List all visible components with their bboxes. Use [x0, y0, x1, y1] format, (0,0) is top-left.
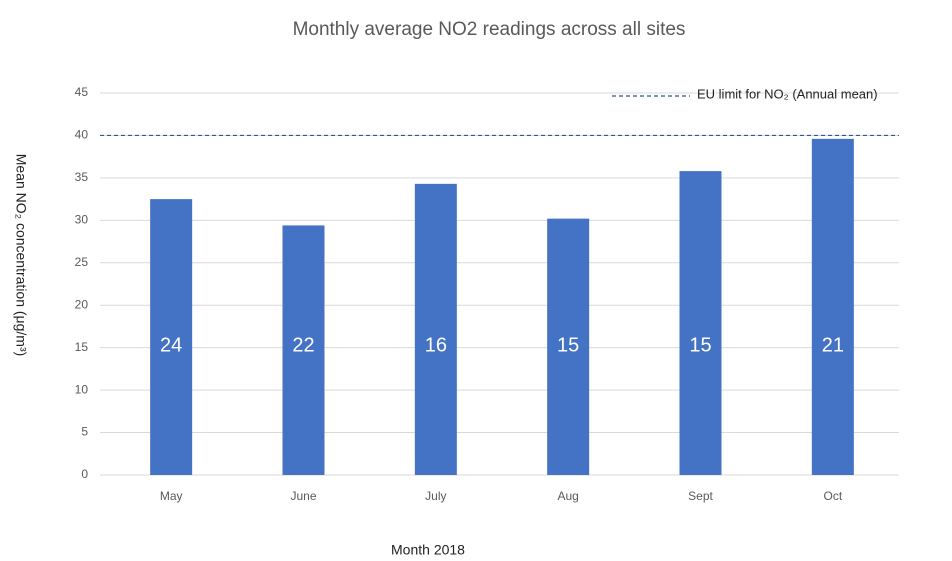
bar-label: 15 [557, 334, 579, 356]
bar [811, 138, 854, 475]
y-tick-label: 45 [75, 85, 89, 99]
y-tick-label: 5 [81, 425, 88, 439]
y-axis-title: Mean NO₂ concentration (μg/m³) [13, 154, 29, 357]
bar-label: 22 [292, 334, 314, 356]
y-tick-label: 25 [75, 255, 89, 269]
y-tick-label: 10 [75, 382, 89, 396]
y-tick-label: 30 [75, 213, 89, 227]
bar [150, 199, 193, 475]
bar-label: 21 [822, 334, 844, 356]
chart-title: Monthly average NO2 readings across all … [293, 19, 686, 40]
x-tick-label: Oct [823, 489, 842, 503]
y-tick-label: 0 [81, 467, 88, 481]
bar-label: 24 [160, 334, 182, 356]
y-tick-label: 20 [75, 297, 89, 311]
y-tick-label: 15 [75, 340, 89, 354]
x-tick-label: July [425, 489, 446, 503]
x-tick-label: Aug [557, 489, 578, 503]
bar [547, 218, 590, 475]
x-tick-label: June [290, 489, 316, 503]
legend-text: EU limit for NO₂ (Annual mean) [697, 86, 878, 101]
bar-label: 16 [425, 334, 447, 356]
x-tick-label: Sept [688, 489, 713, 503]
bar [679, 171, 722, 475]
bar [414, 183, 457, 475]
bar-label: 15 [689, 334, 711, 356]
y-tick-label: 40 [75, 128, 89, 142]
x-tick-label: May [160, 489, 183, 503]
bar [282, 225, 325, 475]
x-axis-title: Month 2018 [391, 542, 465, 558]
y-tick-label: 35 [75, 170, 89, 184]
